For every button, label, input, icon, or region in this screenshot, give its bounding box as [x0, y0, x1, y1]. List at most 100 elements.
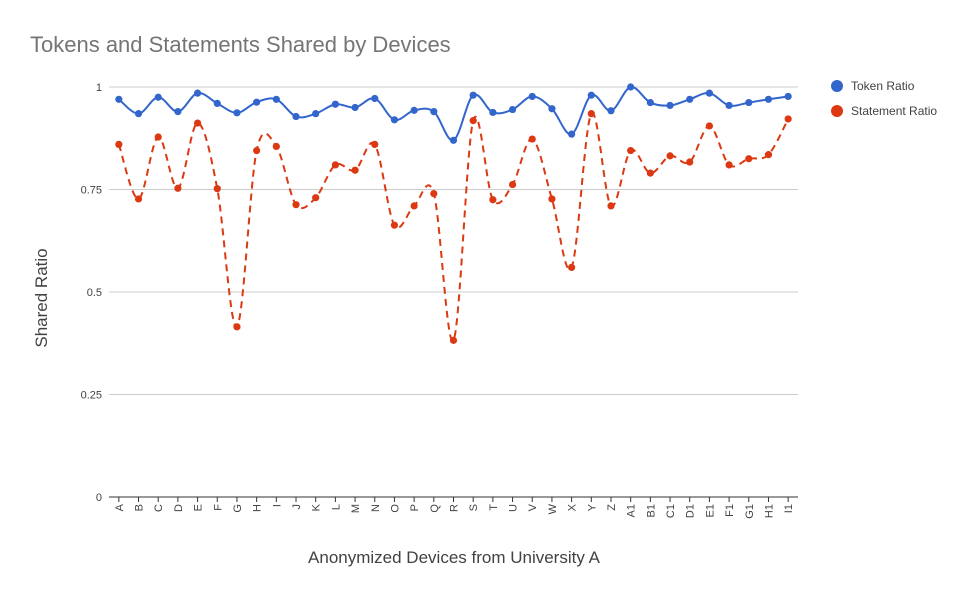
data-point [430, 108, 438, 116]
data-point [390, 116, 399, 124]
x-tick-label: K [311, 503, 323, 511]
x-tick-label: H [252, 504, 264, 512]
data-point [725, 101, 733, 110]
x-tick-label: J [291, 504, 303, 510]
data-point [548, 105, 556, 113]
series-line [118, 85, 789, 142]
data-point [430, 190, 438, 198]
x-tick-label: R [449, 504, 461, 512]
data-point [174, 184, 182, 192]
x-tick-label: Q [429, 504, 441, 513]
data-point [115, 95, 123, 103]
data-point [646, 98, 654, 107]
x-tick-label: N [370, 504, 382, 512]
data-point [508, 180, 517, 189]
x-tick-label: E [193, 504, 205, 511]
series-layer [115, 83, 792, 344]
data-point [272, 142, 280, 151]
x-tick-label: G1 [744, 504, 756, 519]
y-tick-label: 0.5 [87, 287, 102, 299]
data-point [213, 185, 221, 193]
data-point [725, 161, 733, 169]
data-point [292, 112, 300, 121]
data-point [627, 83, 635, 91]
data-point [646, 169, 654, 177]
x-tick-label: T [488, 504, 500, 511]
legend-label: Statement Ratio [851, 104, 937, 118]
legend-marker [831, 80, 843, 92]
data-point [508, 105, 517, 114]
x-tick-label: B1 [645, 504, 657, 517]
x-tick-label: O [389, 504, 401, 513]
x-tick-label: U [508, 504, 520, 512]
x-tick-label: Y [586, 503, 598, 511]
data-point [351, 166, 359, 174]
y-tick-label: 0.75 [81, 185, 102, 197]
x-axis-title: Anonymized Devices from University A [308, 548, 601, 567]
data-point [193, 89, 202, 97]
x-tick-label: D1 [685, 504, 697, 518]
data-point [213, 99, 221, 107]
x-tick-label: I1 [783, 504, 795, 513]
data-point [784, 92, 792, 101]
data-point [745, 155, 753, 163]
data-point [154, 133, 162, 141]
data-point [666, 152, 674, 160]
data-point [705, 89, 714, 97]
data-point [587, 91, 595, 99]
x-tick-label: E1 [704, 504, 716, 517]
data-point [134, 110, 143, 118]
data-point [489, 196, 497, 204]
data-point [193, 119, 202, 127]
x-tick-label: C [153, 504, 165, 512]
data-point [410, 202, 418, 210]
x-tick-label: I [271, 504, 283, 507]
data-point [312, 110, 320, 118]
y-axis-ticks: 0 0.25 0.5 0.75 1 [81, 82, 102, 504]
x-tick-label: L [330, 504, 342, 510]
data-point [745, 98, 753, 107]
x-tick-label: V [527, 503, 539, 511]
y-tick-label: 0 [96, 492, 102, 504]
data-point [272, 95, 280, 103]
data-point [253, 146, 261, 155]
data-point [233, 323, 241, 331]
data-point [469, 91, 477, 99]
data-point [351, 103, 359, 112]
x-axis-ticks: A B C D E F G H I J K L M N O P Q R S T U V W X Y Z A1 B1 C1 D1 E1 F1 G1… [114, 497, 795, 519]
data-point [134, 195, 143, 203]
data-point [449, 336, 458, 344]
data-point [371, 140, 379, 148]
data-point [449, 136, 458, 144]
data-point [489, 108, 497, 117]
y-axis-title: Shared Ratio [32, 248, 51, 347]
x-tick-label: S [468, 504, 480, 511]
data-point [686, 95, 694, 103]
legend: Token Ratio Statement Ratio [831, 79, 937, 118]
data-point [390, 221, 399, 229]
x-tick-label: A1 [626, 504, 638, 517]
y-tick-label: 1 [96, 82, 102, 94]
data-point [627, 146, 635, 155]
x-tick-label: W [547, 503, 559, 514]
x-tick-label: F [212, 504, 224, 511]
data-point [666, 101, 674, 110]
legend-marker [831, 105, 843, 117]
data-point [174, 108, 182, 116]
chart-title: Tokens and Statements Shared by Devices [30, 32, 451, 57]
data-point [233, 109, 241, 117]
data-point [331, 100, 339, 108]
data-point [154, 93, 162, 101]
series-0 [115, 83, 792, 144]
data-point [331, 161, 339, 169]
y-tick-label: 0.25 [81, 390, 102, 402]
data-point [528, 92, 536, 101]
data-point [115, 140, 123, 148]
data-point [764, 95, 773, 103]
x-tick-label: A [114, 503, 126, 511]
data-point [469, 117, 477, 125]
legend-label: Token Ratio [851, 79, 915, 93]
data-point [253, 98, 261, 106]
